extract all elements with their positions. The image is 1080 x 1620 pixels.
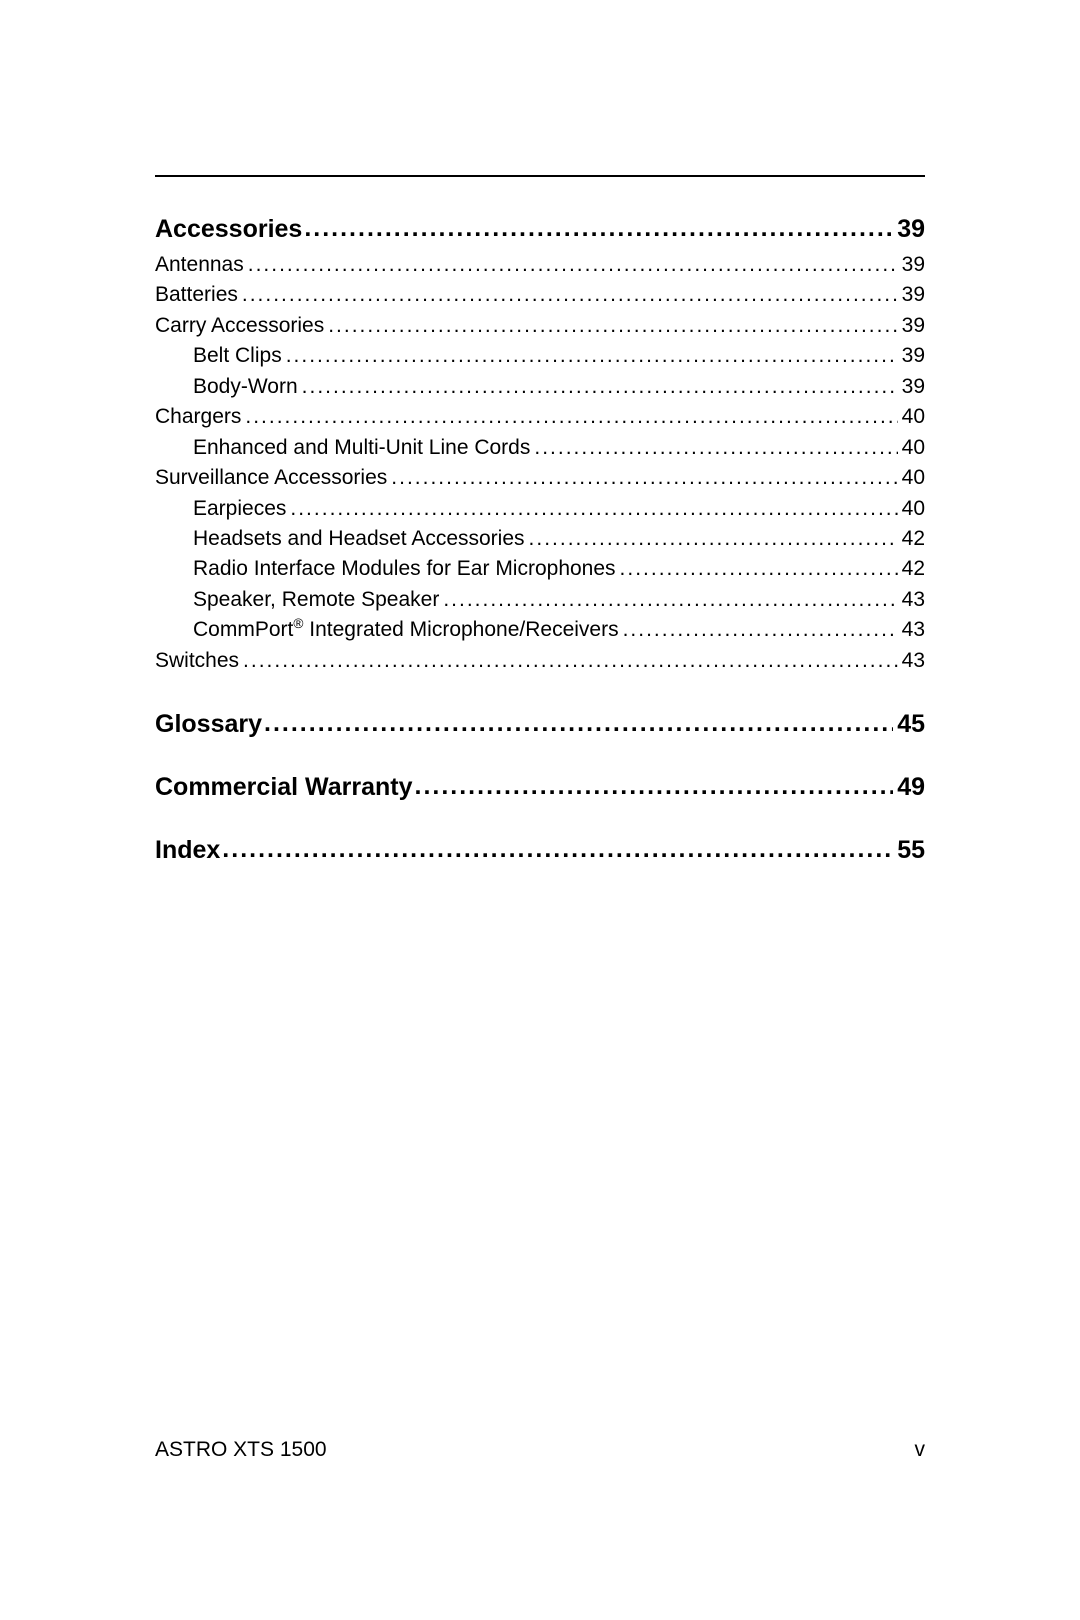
footer-left-text: ASTRO XTS 1500 [155,1438,327,1462]
toc-leader-dots [302,372,898,402]
toc-leader-dots [304,215,893,243]
toc-leader-dots [245,402,897,432]
toc-leader-dots [534,433,897,463]
toc-entry-page: 49 [893,773,925,802]
toc-leader-dots [264,710,893,738]
toc-entry-title: Index [155,836,222,865]
toc-entry-page: 55 [893,836,925,865]
toc-entry: Belt Clips 39 [155,341,925,371]
toc-leader-dots [290,494,897,524]
toc-entry-page: 39 [898,341,925,371]
toc-entry-title: Earpieces [193,494,290,524]
toc-entry-title: Glossary [155,710,264,739]
toc-entry-page: 43 [898,646,925,676]
toc-leader-dots [242,280,898,310]
toc-entry: Glossary 45 [155,710,925,739]
toc-entry: Chargers 40 [155,402,925,432]
toc-entry: Antennas 39 [155,250,925,280]
toc-leader-dots [620,554,898,584]
toc-entry-title: Enhanced and Multi-Unit Line Cords [193,433,534,463]
toc-entry: Body-Worn 39 [155,372,925,402]
toc-entry-page: 39 [893,215,925,244]
toc-leader-dots [529,524,898,554]
toc-entry-title: Switches [155,646,243,676]
toc-entry-page: 39 [898,372,925,402]
toc-entry-page: 43 [898,585,925,615]
toc-entry: Switches 43 [155,646,925,676]
toc-entry-title: Belt Clips [193,341,286,371]
toc-entry: CommPort® Integrated Microphone/Receiver… [155,615,925,645]
toc-leader-dots [328,311,897,341]
toc-entry-title: Body-Worn [193,372,302,402]
toc-leader-dots [222,836,893,864]
toc-entry: Batteries 39 [155,280,925,310]
toc-leader-dots [243,646,898,676]
toc-leader-dots [623,615,898,645]
toc-entry-title: Commercial Warranty [155,773,415,802]
toc-entry-title: CommPort® Integrated Microphone/Receiver… [193,615,623,645]
toc-entry-page: 40 [898,402,925,432]
toc-entry-title: Batteries [155,280,242,310]
toc-entry: Speaker, Remote Speaker 43 [155,585,925,615]
toc-entry-page: 39 [898,280,925,310]
toc-entry-title: Headsets and Headset Accessories [193,524,529,554]
toc-entry-page: 40 [898,494,925,524]
toc-entry-title: Carry Accessories [155,311,328,341]
toc-entry-title: Chargers [155,402,245,432]
toc-list: Accessories39Antennas39Batteries39Carry … [155,215,925,865]
toc-leader-dots [286,341,898,371]
toc-entry-page: 45 [893,710,925,739]
toc-entry-page: 43 [898,615,925,645]
toc-entry-page: 39 [898,250,925,280]
toc-leader-dots [248,250,898,280]
horizontal-rule [155,175,925,177]
toc-entry: Headsets and Headset Accessories 42 [155,524,925,554]
toc-entry: Carry Accessories 39 [155,311,925,341]
toc-entry-title: Radio Interface Modules for Ear Micropho… [193,554,620,584]
toc-entry: Accessories 39 [155,215,925,244]
toc-entry-title: Speaker, Remote Speaker [193,585,443,615]
toc-entry-page: 42 [898,554,925,584]
toc-entry-title: Surveillance Accessories [155,463,391,493]
toc-entry-page: 39 [898,311,925,341]
footer-page-number: v [915,1438,926,1462]
toc-entry-title: Antennas [155,250,248,280]
toc-entry-title: Accessories [155,215,304,244]
toc-entry: Earpieces 40 [155,494,925,524]
toc-entry: Enhanced and Multi-Unit Line Cords 40 [155,433,925,463]
toc-entry: Radio Interface Modules for Ear Micropho… [155,554,925,584]
toc-entry: Commercial Warranty 49 [155,773,925,802]
toc-entry: Index 55 [155,836,925,865]
toc-entry-page: 40 [898,433,925,463]
toc-leader-dots [391,463,897,493]
toc-leader-dots [415,773,894,801]
toc-entry: Surveillance Accessories 40 [155,463,925,493]
toc-entry-page: 42 [898,524,925,554]
toc-container: Accessories39Antennas39Batteries39Carry … [155,175,925,871]
toc-entry-page: 40 [898,463,925,493]
toc-leader-dots [443,585,897,615]
page-footer: ASTRO XTS 1500 v [155,1438,925,1462]
